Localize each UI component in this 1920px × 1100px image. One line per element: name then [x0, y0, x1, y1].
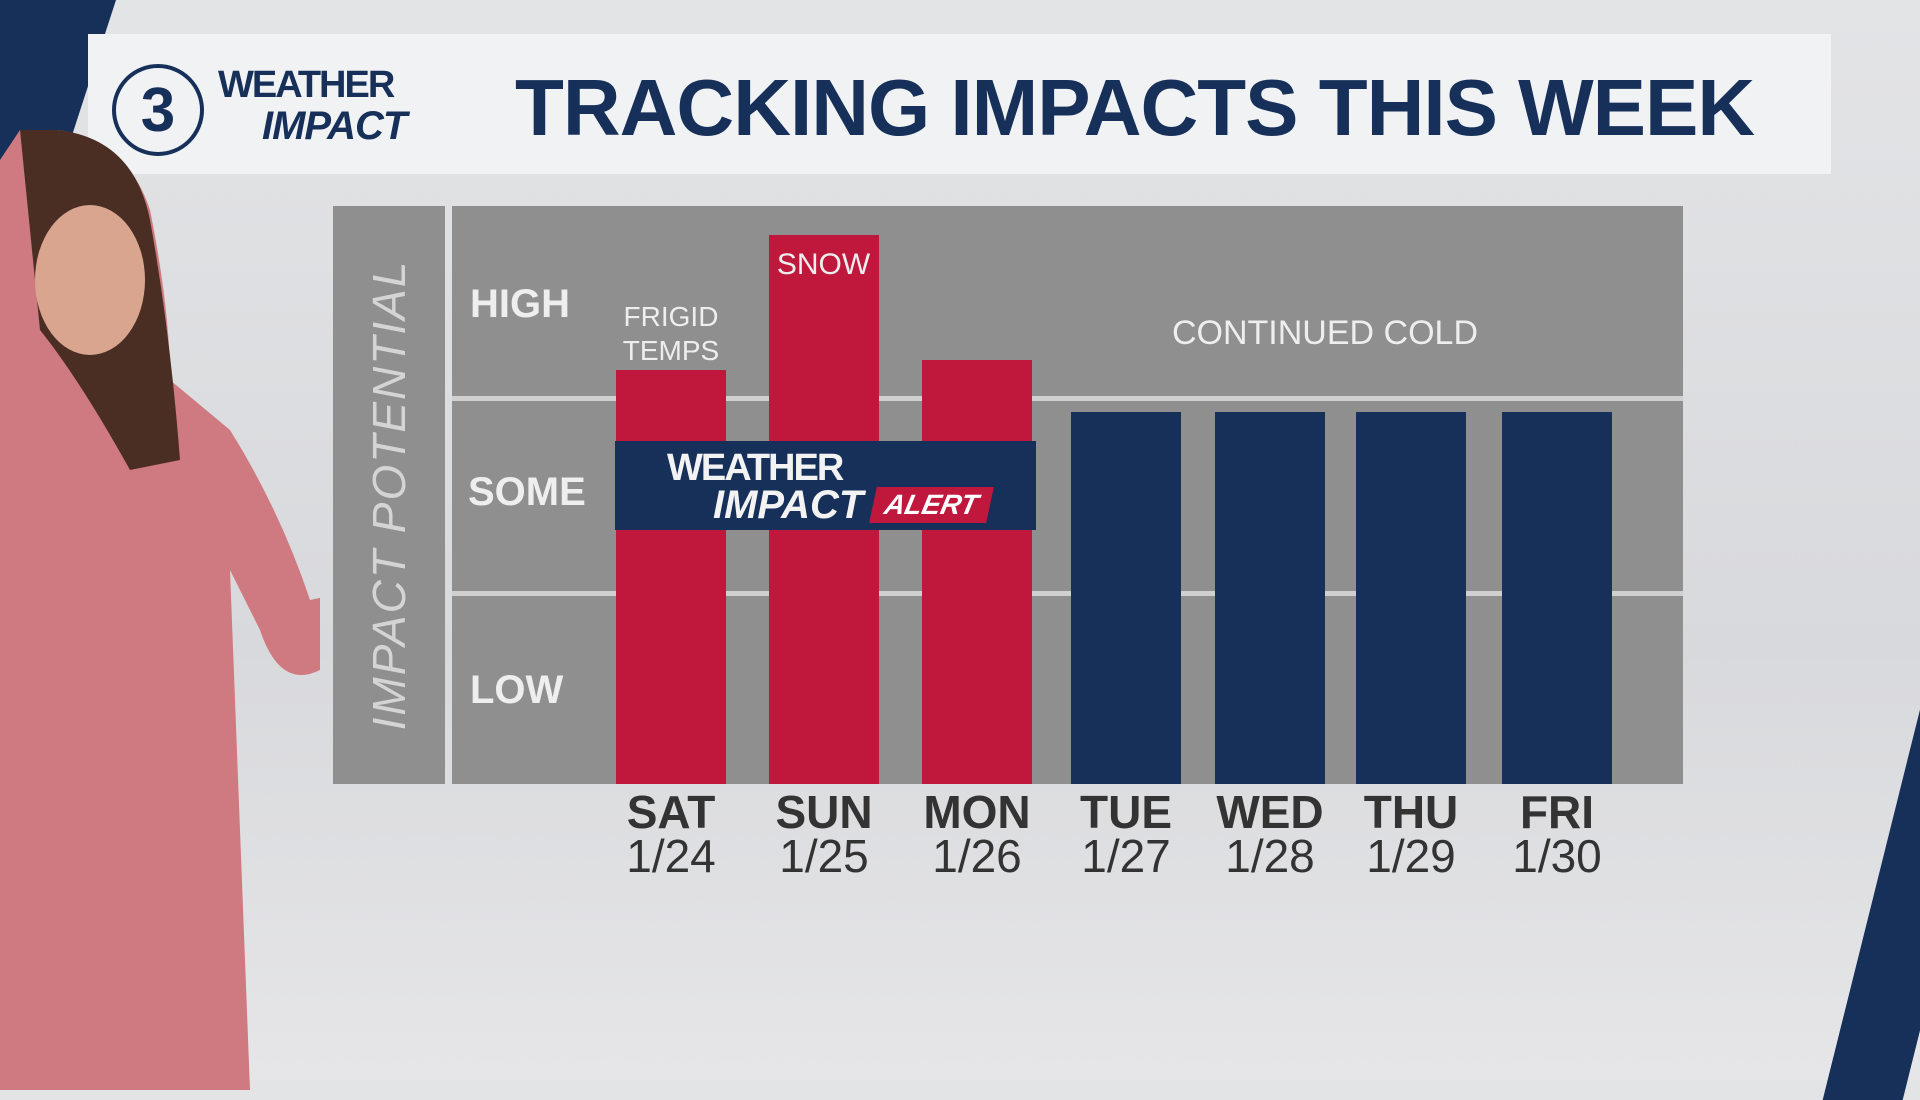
- y-axis-label: IMPACT POTENTIAL: [363, 259, 415, 731]
- bar-fri: [1502, 412, 1612, 784]
- alert-impact-text: IMPACT: [713, 483, 864, 527]
- day-name: MON: [923, 786, 1031, 838]
- day-label: MON 1/26: [902, 786, 1052, 882]
- day-date: 1/28: [1225, 830, 1315, 882]
- day-label: TUE 1/27: [1051, 786, 1201, 882]
- channel-logo: 3: [112, 64, 204, 156]
- day-label: SUN 1/25: [749, 786, 899, 882]
- y-axis-column: [333, 206, 445, 784]
- bar-thu: [1356, 412, 1466, 784]
- day-label: SAT 1/24: [596, 786, 746, 882]
- day-date: 1/30: [1512, 830, 1602, 882]
- day-label: FRI 1/30: [1482, 786, 1632, 882]
- day-name: SAT: [626, 786, 716, 838]
- bar-tue: [1071, 412, 1181, 784]
- alert-tag: ALERT: [869, 487, 994, 523]
- annotation-continued-cold: CONTINUED COLD: [1171, 314, 1479, 352]
- annotation-frigid-line1: FRIGID: [623, 301, 719, 332]
- gridline-some-low: [452, 591, 1683, 596]
- annotation-frigid-line2: TEMPS: [622, 335, 720, 366]
- day-label: WED 1/28: [1195, 786, 1345, 882]
- title-banner: [88, 34, 1831, 174]
- day-date: 1/27: [1081, 830, 1171, 882]
- day-name: SUN: [775, 786, 873, 838]
- level-high: HIGH: [470, 282, 570, 326]
- day-name: FRI: [1519, 786, 1595, 838]
- decorative-stripe-right: [1822, 640, 1920, 1100]
- day-date: 1/25: [779, 830, 869, 882]
- day-label: THU 1/29: [1336, 786, 1486, 882]
- annotation-snow: SNOW: [776, 248, 871, 281]
- annotation-frigid-temps: FRIGID TEMPS: [616, 300, 726, 368]
- level-some: SOME: [468, 470, 586, 514]
- bar-mon: [922, 360, 1032, 784]
- page-title: TRACKING IMPACTS THIS WEEK: [515, 63, 1755, 152]
- presenter-figure: [0, 130, 320, 1090]
- day-name: TUE: [1080, 786, 1172, 838]
- bar-sat: [616, 369, 726, 784]
- day-name: WED: [1216, 786, 1324, 838]
- level-low: LOW: [470, 668, 564, 712]
- logo-impact-text: IMPACT: [262, 104, 407, 148]
- alert-weather-text: WEATHER: [667, 447, 844, 489]
- day-date: 1/26: [932, 830, 1022, 882]
- bar-wed: [1215, 412, 1325, 784]
- weather-impact-alert-badge: WEATHER IMPACT ALERT: [615, 441, 1036, 530]
- logo-weather-text: WEATHER: [218, 64, 395, 106]
- day-date: 1/24: [626, 830, 716, 882]
- day-date: 1/29: [1366, 830, 1456, 882]
- day-name: THU: [1363, 786, 1459, 838]
- gridline-high-some: [452, 396, 1683, 401]
